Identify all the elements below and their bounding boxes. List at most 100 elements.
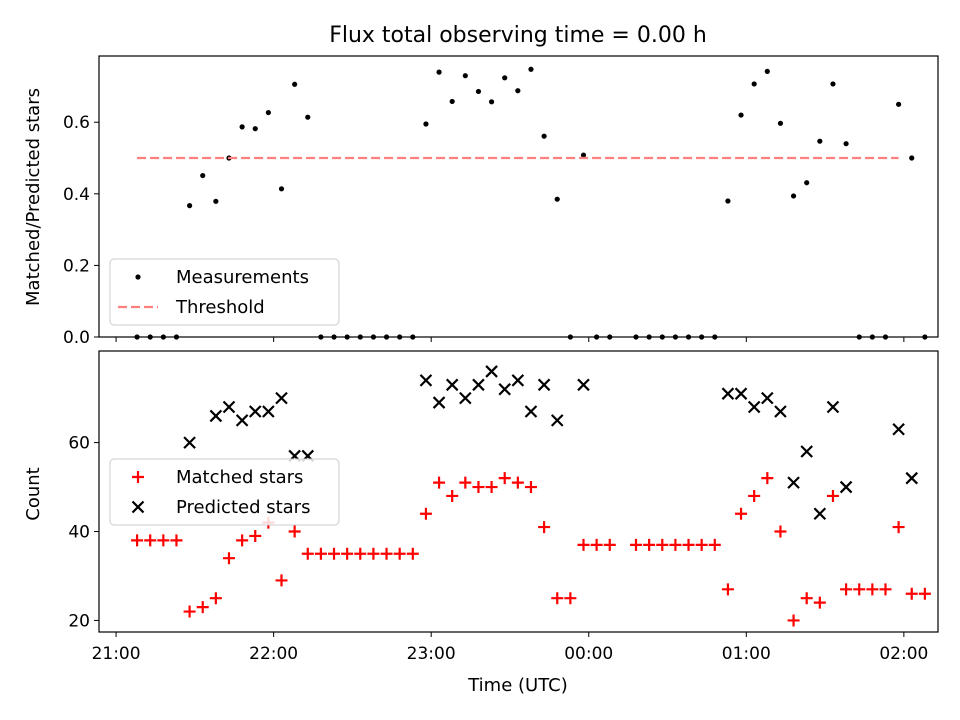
predicted-star-point xyxy=(248,405,262,418)
measurement-point xyxy=(423,121,429,127)
panel-2: 20 40 60 21:00 22:00 23:00 00:00 01:00 02:00 Matc… xyxy=(68,350,939,664)
x-axis-label: Time (UTC) xyxy=(467,675,568,696)
matched-star-point xyxy=(459,476,472,489)
predicted-star-point xyxy=(511,374,525,387)
predicted-star-point xyxy=(432,396,446,409)
predicted-star-point xyxy=(839,480,853,494)
predicted-star-point xyxy=(524,405,538,418)
measurement-point xyxy=(804,180,810,186)
measurement-point xyxy=(751,81,757,87)
matched-star-point xyxy=(524,481,537,494)
legend-box xyxy=(109,458,340,526)
predicted-star-point xyxy=(445,378,459,392)
matched-star-point xyxy=(498,472,511,485)
matched-star-point xyxy=(918,587,931,600)
predicted-star-point xyxy=(892,422,905,436)
measurement-point xyxy=(265,109,271,116)
matched-star-point xyxy=(419,507,432,520)
matched-star-point xyxy=(813,596,826,609)
matched-star-point xyxy=(721,583,734,596)
matched-star-point xyxy=(485,481,498,494)
legend-label: Threshold xyxy=(175,297,265,318)
legend-label: Matched stars xyxy=(176,467,303,488)
y-tick-label: 60 xyxy=(68,434,90,454)
bottom-y-axis-label: Count xyxy=(23,467,44,520)
measurement-point xyxy=(528,66,534,72)
matched-star-point xyxy=(170,534,183,547)
predicted-star-point xyxy=(747,400,761,414)
measurement-point xyxy=(909,155,915,161)
legend-swatch-predicted xyxy=(131,500,145,514)
measurement-point xyxy=(843,141,849,147)
x-tick-label: 21:00 xyxy=(92,644,141,664)
measurement-point xyxy=(462,73,468,79)
matched-star-point xyxy=(551,592,564,605)
matched-star-point xyxy=(538,521,551,534)
y-tick-label: 0.0 xyxy=(63,328,90,348)
predicted-star-point xyxy=(485,365,498,378)
matched-star-point xyxy=(643,538,656,551)
measurement-point xyxy=(725,198,731,204)
matched-star-point xyxy=(288,525,301,538)
matched-star-point xyxy=(222,552,235,565)
matched-star-point xyxy=(406,547,419,560)
x-tick-label: 23:00 xyxy=(407,644,456,664)
predicted-star-point xyxy=(498,382,511,396)
measurement-point xyxy=(515,88,521,94)
matched-star-point xyxy=(446,489,459,502)
predicted-star-point xyxy=(459,391,472,405)
matched-star-point xyxy=(761,472,774,485)
legend-label: Predicted stars xyxy=(176,497,310,518)
matched-star-point xyxy=(157,534,170,547)
matched-star-point xyxy=(695,538,708,551)
predicted-star-point xyxy=(577,378,590,392)
legend-swatch-measurements xyxy=(135,274,141,280)
measurement-point xyxy=(436,69,442,75)
matched-star-point xyxy=(748,489,761,502)
matched-star-point xyxy=(144,534,157,547)
predicted-star-point xyxy=(550,414,564,427)
measurement-point xyxy=(278,186,285,192)
matched-star-point xyxy=(275,574,288,587)
measurement-point xyxy=(213,198,219,204)
chart-title: Flux total observing time = 0.00 h xyxy=(329,23,707,48)
measurement-point xyxy=(541,133,547,139)
predicted-star-point xyxy=(472,378,485,392)
x-tick-label: 02:00 xyxy=(879,644,928,664)
matched-star-point xyxy=(511,476,524,489)
predicted-star-point xyxy=(419,374,433,387)
legend-label: Measurements xyxy=(176,267,309,288)
predicted-star-point xyxy=(813,507,827,521)
matched-star-point xyxy=(840,583,853,596)
predicted-star-point xyxy=(761,391,774,405)
x-tick-label: 22:00 xyxy=(249,644,298,664)
measurement-point xyxy=(830,81,836,87)
predicted-star-point xyxy=(209,409,223,423)
legend-swatch-matched xyxy=(132,471,144,483)
matched-star-point xyxy=(249,529,262,542)
y-tick-label: 0.4 xyxy=(63,185,90,205)
y-tick-label: 0.2 xyxy=(63,256,90,276)
matched-star-point xyxy=(630,538,643,551)
predicted-star-point xyxy=(262,405,275,418)
matched-star-point xyxy=(433,476,446,489)
measurement-point xyxy=(449,98,455,105)
matched-star-point xyxy=(866,583,879,596)
panel-1: 0.0 0.2 0.4 0.6 Measurements Threshold xyxy=(63,55,939,348)
matched-star-point xyxy=(708,538,721,551)
matched-star-point xyxy=(853,583,866,596)
measurement-point xyxy=(738,112,744,118)
matched-star-point xyxy=(735,507,748,520)
matched-star-point xyxy=(800,592,813,605)
matched-star-point xyxy=(564,592,577,605)
matched-star-point xyxy=(577,538,590,551)
matched-star-point xyxy=(472,481,485,494)
predicted-star-point xyxy=(721,387,735,400)
measurement-point xyxy=(292,81,298,87)
matched-star-point xyxy=(826,489,839,502)
matched-star-point xyxy=(314,547,327,560)
predicted-star-point xyxy=(905,471,919,485)
plot-layer: 0.00.20.40.6MeasurementsThreshold2040602… xyxy=(63,55,939,664)
legend-box xyxy=(109,258,340,326)
